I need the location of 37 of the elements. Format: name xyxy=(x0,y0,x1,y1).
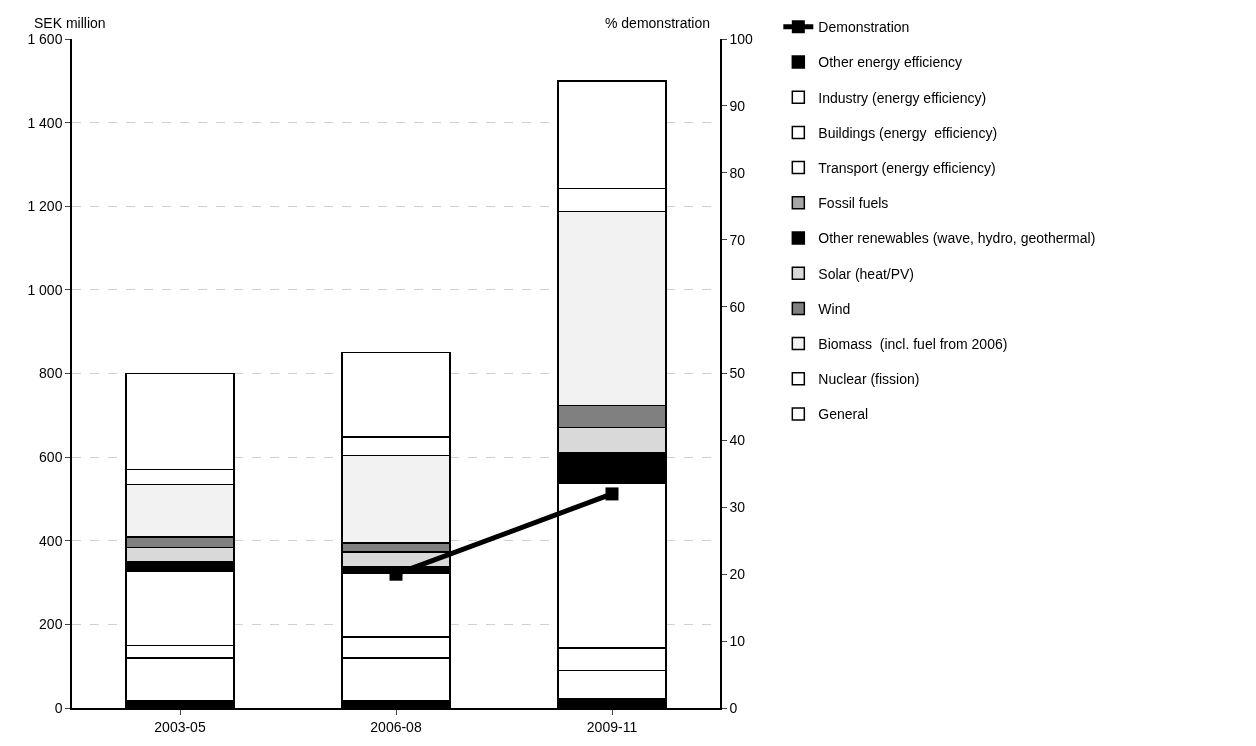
legend-label: Biomass (incl. fuel from 2006) xyxy=(818,336,1008,353)
y-tick-label: 1 400 xyxy=(27,114,63,131)
legend-label: Buildings (energy efficiency) xyxy=(818,124,998,141)
y-tick-label: 800 xyxy=(39,365,63,382)
y2-tick-label: 20 xyxy=(729,566,746,583)
y-tick-label: 200 xyxy=(39,616,63,633)
x-tick-label: 2009-11 xyxy=(586,718,638,735)
y2-axis-title: % demonstration xyxy=(605,15,711,31)
y-tick-label: 1 000 xyxy=(27,281,63,298)
legend-label: Transport (energy efficiency) xyxy=(818,160,996,177)
y2-tick-label: 10 xyxy=(729,633,746,649)
y-tick-label: 1 600 xyxy=(27,30,63,47)
x-tick-label: 2003-05 xyxy=(154,718,206,735)
x-tick-label: 2006-08 xyxy=(370,718,422,735)
y2-tick-label: 60 xyxy=(729,298,746,315)
legend-label: Other renewables (wave, hydro, geothermal) xyxy=(818,230,1096,247)
legend-label: General xyxy=(818,406,869,423)
legend-label: Demonstration xyxy=(818,19,910,36)
y-tick-label: 400 xyxy=(39,532,63,549)
y2-tick-label: 100 xyxy=(729,30,754,47)
y2-tick-label: 0 xyxy=(729,699,738,716)
legend-label: Solar (heat/PV) xyxy=(818,265,915,282)
legend-label: Wind xyxy=(818,300,851,317)
y2-tick-label: 30 xyxy=(729,499,746,516)
y-tick-label: 0 xyxy=(54,699,63,716)
legend-label: Fossil fuels xyxy=(818,195,889,212)
legend-label: Nuclear (fission) xyxy=(818,371,920,388)
legend-label: Industry (energy efficiency) xyxy=(818,89,987,106)
y-tick-label: 1 200 xyxy=(27,198,63,215)
y2-tick-label: 40 xyxy=(729,432,746,449)
legend-label: Other energy efficiency xyxy=(818,54,963,71)
y-axis-title: SEK million xyxy=(34,15,106,31)
y2-tick-label: 80 xyxy=(729,164,746,181)
y2-tick-label: 70 xyxy=(729,231,746,248)
y-tick-label: 600 xyxy=(39,449,63,466)
y2-tick-label: 90 xyxy=(729,97,746,114)
y2-tick-label: 50 xyxy=(729,365,746,382)
